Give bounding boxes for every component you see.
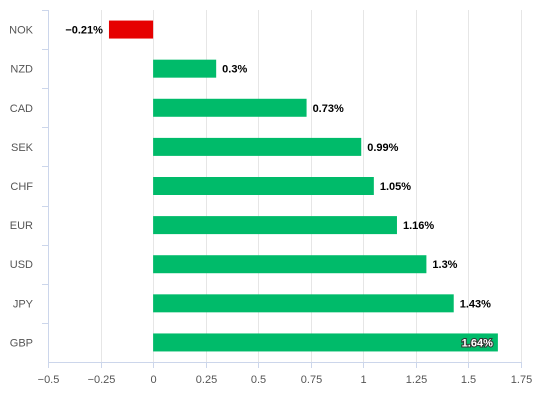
category-label-jpy: JPY [13, 298, 34, 310]
data-label-jpy: 1.43% [460, 298, 491, 310]
category-label-eur: EUR [10, 220, 33, 232]
data-label-cad: 0.73% [313, 103, 344, 115]
category-label-usd: USD [10, 259, 33, 271]
bars [108, 20, 498, 352]
x-tick-label: 0.25 [196, 374, 217, 386]
bar-nok [108, 20, 154, 39]
x-tick-label: −0.5 [38, 374, 60, 386]
bar-gbp [153, 333, 498, 352]
bar-jpy [153, 294, 454, 313]
x-tick-label: −0.25 [88, 374, 116, 386]
axes: −0.5 −0.25 0 0.25 0.5 0.75 1 1.25 1.5 1.75 NOK NZD C… [9, 10, 532, 386]
bar-nzd [153, 59, 217, 78]
x-tick-label: 1.5 [461, 374, 476, 386]
data-label-nok: −0.21% [65, 25, 103, 37]
category-label-nzd: NZD [10, 64, 33, 76]
category-label-cad: CAD [10, 103, 33, 115]
bar-chf [153, 177, 374, 195]
bar-sek [153, 137, 362, 156]
x-tick-label: 1.75 [511, 374, 532, 386]
data-label-chf: 1.05% [380, 181, 411, 193]
bar-usd [153, 255, 427, 274]
category-label-sek: SEK [11, 142, 34, 154]
x-tick-label: 1.25 [406, 374, 427, 386]
x-tick-label: 1 [360, 374, 366, 386]
x-tick-label: 0.75 [301, 374, 322, 386]
data-label-nzd: 0.3% [222, 64, 247, 76]
category-label-nok: NOK [9, 25, 34, 37]
data-label-sek: 0.99% [367, 142, 398, 154]
x-tick-label: 0 [150, 374, 156, 386]
data-labels: −0.21% 0.3% 0.73% 0.99% 1.05% 1.16% 1.3% 1.43% 1… [65, 25, 494, 351]
bar-cad [153, 98, 307, 117]
category-label-gbp: GBP [10, 337, 33, 349]
category-label-chf: CHF [10, 181, 33, 193]
bar-eur [153, 216, 397, 235]
data-label-gbp: 1.64% [462, 337, 493, 349]
data-label-usd: 1.3% [432, 259, 457, 271]
data-label-eur: 1.16% [403, 220, 434, 232]
x-tick-label: 0.5 [251, 374, 266, 386]
